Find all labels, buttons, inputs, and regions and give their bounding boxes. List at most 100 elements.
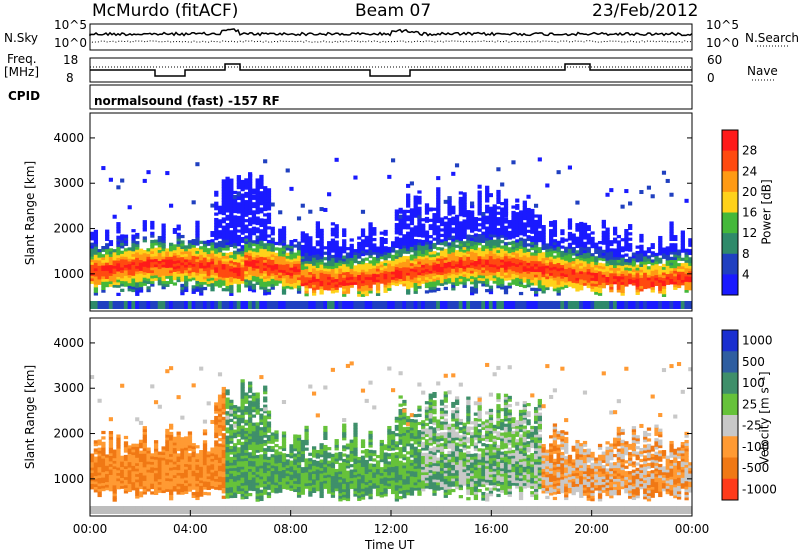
heatmap-cell: [492, 272, 497, 276]
heatmap-cell: [240, 384, 245, 388]
heatmap-cell: [368, 282, 373, 286]
heatmap-cell: [202, 461, 208, 466]
heatmap-cell: [360, 242, 366, 246]
heatmap-cell: [165, 301, 170, 309]
heatmap-cell: [153, 442, 159, 447]
heatmap-cell: [195, 464, 200, 468]
heatmap-cell: [263, 442, 268, 446]
heatmap-cell: [526, 259, 531, 263]
heatmap-cell: [161, 253, 166, 257]
heatmap-cell: [101, 506, 106, 514]
heatmap-cell: [488, 239, 494, 243]
heatmap-cell: [308, 260, 313, 264]
heatmap-cell: [165, 248, 170, 252]
heatmap-cell: [409, 273, 415, 277]
heatmap-cell: [259, 375, 264, 380]
heatmap-cell: [289, 269, 294, 274]
heatmap-cell: [236, 180, 241, 184]
freq-tick-bottom: 8: [66, 71, 74, 85]
heatmap-cell: [161, 226, 166, 230]
heatmap-cell: [409, 257, 415, 261]
heatmap-cell: [451, 241, 456, 245]
heatmap-cell: [221, 241, 226, 246]
heatmap-cell: [417, 261, 422, 265]
heatmap-cell: [240, 444, 245, 448]
heatmap-cell: [90, 483, 95, 487]
heatmap-cell: [590, 280, 595, 284]
heatmap-cell: [180, 256, 185, 260]
heatmap-cell: [447, 250, 452, 254]
heatmap-cell: [353, 270, 358, 275]
heatmap-cell: [135, 446, 140, 450]
heatmap-cell: [221, 419, 226, 423]
heatmap-cell: [248, 419, 253, 423]
heatmap-cell: [300, 274, 305, 279]
heatmap-cell: [661, 285, 667, 289]
heatmap-cell: [349, 284, 354, 288]
heatmap-cell: [571, 249, 576, 253]
heatmap-cell: [169, 280, 174, 285]
heatmap-cell: [259, 250, 264, 255]
heatmap-cell: [101, 482, 106, 486]
heatmap-cell: [225, 231, 230, 235]
heatmap-cell: [364, 262, 369, 267]
heatmap-cell: [485, 221, 490, 225]
heatmap-cell: [251, 485, 257, 489]
heatmap-cell: [187, 431, 193, 435]
heatmap-cell: [108, 466, 114, 470]
heatmap-cell: [108, 280, 114, 285]
heatmap-cell: [612, 272, 618, 277]
heatmap-cell: [485, 226, 490, 230]
heatmap-cell: [507, 271, 512, 275]
heatmap-cell: [112, 506, 117, 514]
heatmap-cell: [165, 458, 170, 463]
heatmap-cell: [172, 301, 177, 309]
heatmap-cell: [142, 252, 147, 256]
heatmap-cell: [428, 240, 433, 244]
heatmap-cell: [105, 462, 110, 466]
heatmap-cell: [477, 204, 482, 208]
heatmap-cell: [409, 230, 415, 234]
heatmap-cell: [142, 491, 147, 495]
heatmap-cell: [93, 459, 99, 463]
heatmap-cell: [184, 248, 189, 252]
heatmap-cell: [229, 486, 234, 490]
heatmap-cell: [658, 246, 663, 251]
heatmap-cell: [259, 261, 264, 266]
heatmap-cell: [127, 450, 132, 454]
freq-series: [90, 63, 692, 77]
heatmap-cell: [515, 206, 520, 210]
heatmap-cell: [259, 218, 264, 222]
heatmap-cell: [108, 264, 114, 268]
heatmap-cell: [240, 452, 245, 456]
heatmap-cell: [364, 235, 369, 240]
heatmap-cell: [293, 255, 298, 259]
heatmap-cell: [248, 479, 253, 483]
heatmap-cell: [123, 435, 129, 440]
heatmap-cell: [157, 268, 162, 272]
heatmap-cell: [244, 248, 249, 253]
heatmap-cell: [379, 277, 384, 281]
heatmap-cell: [206, 462, 211, 466]
heatmap-cell: [522, 254, 527, 259]
heatmap-cell: [556, 170, 561, 175]
heatmap-cell: [673, 286, 678, 290]
heatmap-cell: [545, 183, 550, 188]
heatmap-cell: [360, 285, 366, 289]
heatmap-cell: [391, 265, 396, 269]
heatmap-cell: [458, 245, 463, 249]
heatmap-cell: [545, 301, 550, 309]
heatmap-cell: [470, 286, 475, 290]
heatmap-cell: [311, 278, 317, 283]
heatmap-cell: [248, 241, 253, 245]
heatmap-cell: [300, 247, 305, 251]
heatmap-cell: [579, 238, 584, 242]
heatmap-cell: [586, 271, 591, 275]
heatmap-cell: [281, 291, 287, 295]
heatmap-cell: [601, 252, 606, 256]
heatmap-cell: [349, 262, 354, 267]
heatmap-cell: [443, 273, 448, 277]
heatmap-cell: [586, 268, 591, 272]
heatmap-cell: [466, 269, 471, 274]
heatmap-cell: [116, 185, 121, 190]
